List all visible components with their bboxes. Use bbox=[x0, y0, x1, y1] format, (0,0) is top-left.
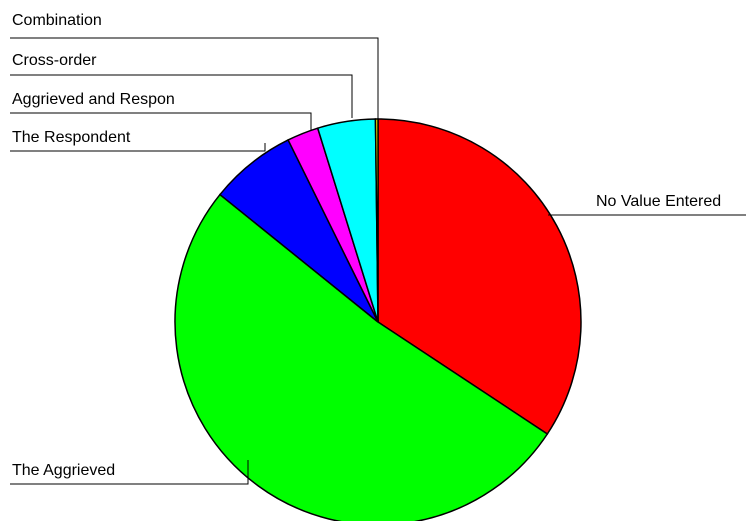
pie-labels: Combination Cross-order Aggrieved and Re… bbox=[10, 12, 746, 485]
label-cross-order: Cross-order bbox=[12, 52, 97, 69]
pie-slices bbox=[174, 118, 582, 521]
leader-line-combination bbox=[10, 37, 379, 120]
label-aggrieved-and-respon: Aggrieved and Respon bbox=[12, 91, 175, 108]
leader-line-the-aggrieved bbox=[10, 460, 249, 485]
pie-slice-the-aggrieved bbox=[174, 193, 549, 521]
label-no-value-entered: No Value Entered bbox=[596, 193, 721, 210]
leader-line-cross-order bbox=[10, 74, 353, 118]
label-combination: Combination bbox=[12, 12, 102, 29]
label-the-aggrieved: The Aggrieved bbox=[12, 462, 115, 479]
leader-line-the-respondent bbox=[10, 143, 266, 152]
leader-line-aggrieved-and-respon bbox=[10, 112, 312, 130]
label-the-respondent: The Respondent bbox=[12, 129, 131, 146]
